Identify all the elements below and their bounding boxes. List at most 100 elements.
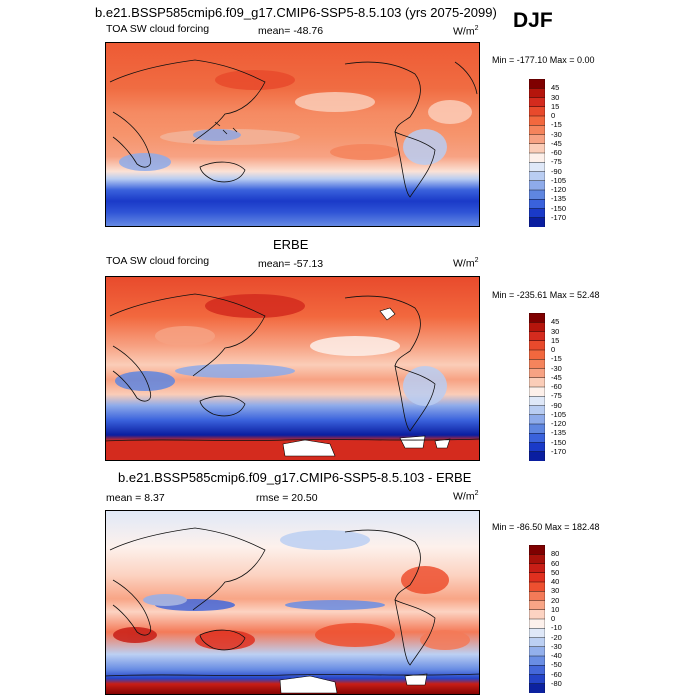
colorbar-swatch bbox=[528, 162, 546, 173]
colorbar-swatch bbox=[528, 637, 546, 648]
panel-3-map bbox=[105, 510, 480, 695]
colorbar-tick-label: -90 bbox=[551, 166, 562, 176]
colorbar-tick-label: -40 bbox=[551, 651, 562, 660]
colorbar-swatch bbox=[528, 368, 546, 379]
colorbar-tick-label: 50 bbox=[551, 567, 560, 577]
colorbar-tick-label: 30 bbox=[551, 586, 560, 596]
colorbar-swatch bbox=[528, 423, 546, 434]
colorbar-swatch bbox=[528, 646, 546, 657]
panel-3-units: W/m2 bbox=[453, 490, 479, 503]
panel-1-map bbox=[105, 42, 480, 227]
colorbar-swatch bbox=[528, 600, 546, 611]
colorbar-tick-label: 45 bbox=[551, 83, 560, 93]
colorbar-swatch bbox=[528, 591, 546, 602]
colorbar-tick-label: -105 bbox=[551, 175, 567, 185]
colorbar-tick-label: -30 bbox=[551, 641, 562, 651]
colorbar-tick-label: 15 bbox=[551, 101, 560, 111]
colorbar-tick-label: 60 bbox=[551, 558, 560, 568]
colorbar-swatch bbox=[528, 322, 546, 333]
colorbar-swatch bbox=[528, 88, 546, 99]
colorbar-tick-label: -170 bbox=[551, 212, 567, 222]
season-label: DJF bbox=[513, 9, 553, 32]
colorbar-tick-label: -80 bbox=[551, 678, 562, 688]
colorbar-tick-label: 0 bbox=[551, 111, 556, 120]
panel-2-map bbox=[105, 276, 480, 461]
colorbar-swatch bbox=[528, 134, 546, 145]
panel-2-mean: mean= -57.13 bbox=[258, 258, 324, 270]
colorbar-swatch bbox=[528, 340, 546, 351]
panel-2-variable: TOA SW cloud forcing bbox=[106, 255, 210, 267]
colorbar-swatch bbox=[528, 312, 546, 323]
panel-2-colorbar bbox=[528, 312, 546, 462]
colorbar-swatch bbox=[528, 396, 546, 407]
colorbar-swatch bbox=[528, 609, 546, 620]
colorbar-swatch bbox=[528, 143, 546, 154]
colorbar-tick-label: 80 bbox=[551, 549, 560, 559]
colorbar-tick-label: -60 bbox=[551, 148, 562, 157]
colorbar-tick-label: -45 bbox=[551, 372, 562, 382]
panel-2-minmax: Min = -235.61 Max = 52.48 bbox=[492, 290, 600, 300]
panel-3-title: b.e21.BSSP585cmip6.f09_g17.CMIP6-SSP5-8.… bbox=[118, 470, 472, 485]
colorbar-tick-label: -30 bbox=[551, 129, 562, 139]
colorbar-swatch bbox=[528, 433, 546, 444]
panel-3-anomaly-patches bbox=[113, 530, 470, 650]
colorbar-swatch bbox=[528, 655, 546, 666]
panel-2-title: ERBE bbox=[273, 237, 309, 252]
colorbar-swatch bbox=[528, 189, 546, 200]
colorbar-tick-label: -120 bbox=[551, 419, 567, 428]
colorbar-swatch bbox=[528, 152, 546, 163]
colorbar-tick-label: -135 bbox=[551, 194, 567, 204]
colorbar-tick-label: -30 bbox=[551, 363, 562, 373]
colorbar-tick-label: 40 bbox=[551, 577, 560, 586]
colorbar-tick-label: -50 bbox=[551, 660, 562, 670]
colorbar-tick-label: -20 bbox=[551, 632, 562, 642]
colorbar-swatch bbox=[528, 78, 546, 89]
colorbar-tick-label: -75 bbox=[551, 391, 562, 401]
panel-2-missing-data bbox=[282, 307, 451, 457]
colorbar-tick-label: 0 bbox=[551, 345, 556, 354]
colorbar-tick-label: -90 bbox=[551, 400, 562, 410]
colorbar-tick-label: -105 bbox=[551, 409, 567, 419]
panel-1-minmax: Min = -177.10 Max = 0.00 bbox=[492, 55, 595, 65]
colorbar-swatch bbox=[528, 97, 546, 108]
colorbar-swatch bbox=[528, 349, 546, 360]
colorbar-swatch bbox=[528, 386, 546, 397]
colorbar-tick-label: -75 bbox=[551, 157, 562, 167]
panel-1-cloud-patches bbox=[119, 70, 472, 171]
colorbar-swatch bbox=[528, 359, 546, 370]
panel-1-variable: TOA SW cloud forcing bbox=[106, 23, 210, 35]
colorbar-tick-label: 30 bbox=[551, 92, 560, 102]
colorbar-swatch bbox=[528, 563, 546, 574]
colorbar-swatch bbox=[528, 414, 546, 425]
colorbar-tick-label: -120 bbox=[551, 185, 567, 194]
colorbar-swatch bbox=[528, 331, 546, 342]
panel-1-mean: mean= -48.76 bbox=[258, 25, 324, 37]
colorbar-swatch bbox=[528, 572, 546, 583]
colorbar-swatch bbox=[528, 581, 546, 592]
colorbar-tick-label: 10 bbox=[551, 604, 560, 614]
colorbar-swatch bbox=[528, 217, 546, 228]
colorbar-swatch bbox=[528, 125, 546, 136]
colorbar-tick-label: -150 bbox=[551, 437, 567, 447]
colorbar-swatch bbox=[528, 405, 546, 416]
colorbar-swatch bbox=[528, 628, 546, 639]
colorbar-tick-label: -45 bbox=[551, 138, 562, 148]
colorbar-tick-label: -150 bbox=[551, 203, 567, 213]
colorbar-swatch bbox=[528, 683, 546, 694]
panel-3-mean: mean = 8.37 bbox=[106, 492, 165, 504]
panel-2-units: W/m2 bbox=[453, 257, 479, 270]
colorbar-tick-label: 45 bbox=[551, 317, 560, 327]
colorbar-swatch bbox=[528, 442, 546, 453]
panel-3-minmax: Min = -86.50 Max = 182.48 bbox=[492, 522, 600, 532]
colorbar-swatch bbox=[528, 199, 546, 210]
panel-3-rmse: rmse = 20.50 bbox=[256, 492, 318, 504]
panel-1-coastlines bbox=[109, 59, 478, 198]
panel-2-coastlines bbox=[105, 293, 480, 442]
colorbar-swatch bbox=[528, 171, 546, 182]
colorbar-swatch bbox=[528, 106, 546, 117]
colorbar-swatch bbox=[528, 115, 546, 126]
colorbar-swatch bbox=[528, 180, 546, 191]
colorbar-tick-label: -15 bbox=[551, 354, 562, 364]
colorbar-tick-label: -15 bbox=[551, 120, 562, 130]
panel-2-cloud-patches bbox=[115, 294, 447, 406]
